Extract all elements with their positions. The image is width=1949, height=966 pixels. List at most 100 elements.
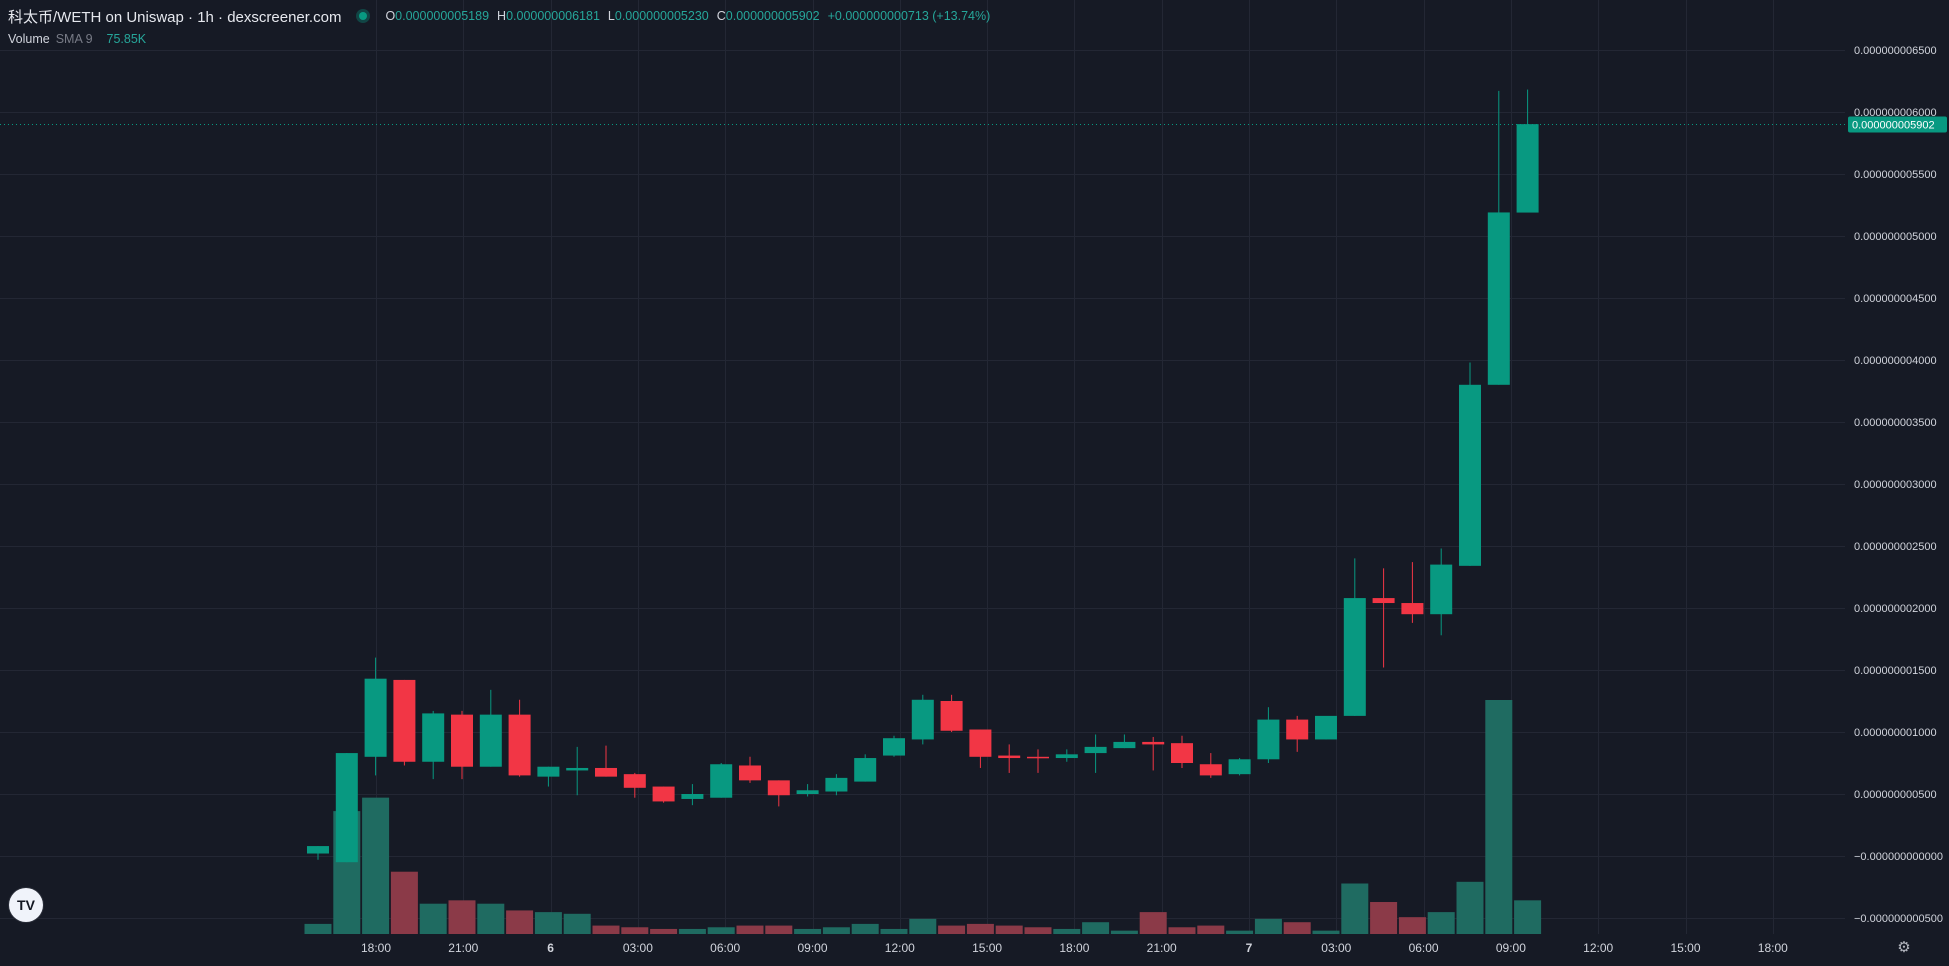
volume-bar [765,925,793,934]
time-tick-label: 7 [1246,941,1253,955]
candle-body [940,701,963,731]
candle-body [364,678,387,757]
volume-bar [1312,930,1340,934]
candle-body [1055,754,1078,759]
candle-body [998,755,1021,759]
candle-body [566,767,589,771]
low-value: 0.000000005230 [614,9,709,23]
time-tick-label: 15:00 [1670,941,1700,955]
volume-bar [966,923,994,934]
volume-bar [1226,930,1254,934]
candle-body [623,774,646,788]
high-value: 0.000000006181 [506,9,600,23]
volume-bar [1254,918,1282,934]
volume-bar [1168,927,1196,934]
candle-body [825,777,848,792]
time-tick-label: 12:00 [1583,941,1613,955]
volume-bars [304,700,1542,934]
volume-label: Volume [8,32,50,46]
time-tick-label: 18:00 [1059,941,1089,955]
time-tick-label: 12:00 [885,941,915,955]
volume-bar [1485,700,1513,934]
volume-bar [1053,928,1081,934]
price-tick-label: 0.000000006500 [1854,45,1937,57]
volume-bar [1514,900,1542,934]
tradingview-logo-icon[interactable]: TV [9,888,43,922]
volume-bar [851,923,879,934]
candle-body [1459,384,1481,566]
volume-bar [650,928,678,934]
candle-body [451,714,473,767]
price-tick-label: 0.000000003500 [1854,417,1937,429]
candle-body [681,794,704,799]
volume-bar [563,913,591,934]
volume-bar [362,797,390,934]
time-tick-label: 06:00 [710,941,740,955]
volume-bar [390,871,418,934]
price-tick-label: 0.000000003000 [1854,479,1937,491]
candle-body [1084,746,1107,754]
candle-body [595,767,617,777]
price-tick-label: 0.000000001500 [1854,665,1937,677]
candle-body [1199,764,1222,776]
volume-bar [448,900,476,934]
pair-title[interactable]: 科太币/WETH on Uniswap · 1h · dexscreener.c… [8,8,342,26]
gear-icon[interactable]: ⚙ [1897,939,1911,956]
candle-body [883,738,905,756]
time-tick-label: 09:00 [797,941,827,955]
volume-bar [506,910,534,934]
time-tick-label: 06:00 [1409,941,1439,955]
candle-body [796,790,819,794]
volume-bar [1139,912,1167,934]
candle-body [335,753,358,863]
volume-bar [794,928,822,934]
candle-body [1430,564,1453,615]
price-tick-label: 0.000000000500 [1854,789,1937,801]
candle-body [1372,598,1395,604]
price-axis[interactable]: 0.000000006500 0.000000006000 0.0000000055… [1854,45,1943,925]
volume-bar [1427,912,1455,934]
time-tick-label: 03:00 [623,941,653,955]
candle-body [1487,212,1510,385]
candle-body [307,846,329,854]
price-tick-label: 0.000000005500 [1854,169,1937,181]
volume-bar [880,928,908,934]
market-status-icon [359,12,368,20]
open-label: O [385,9,396,23]
candle-body [1257,719,1280,760]
candle-body [1228,759,1251,775]
volume-bar [621,927,649,934]
candle-body [1315,715,1337,740]
volume-bar [822,927,850,934]
candle-body [854,758,877,782]
time-tick-label: 21:00 [1147,941,1177,955]
last-price-tag [1848,116,1947,133]
low-label: L [607,9,615,23]
time-tick-label: 18:00 [1758,941,1788,955]
candle-body [393,679,416,762]
price-tick-label: 0.000000002000 [1854,603,1937,615]
candle-body [1113,741,1136,749]
close-label: C [716,9,726,23]
candle-body [1516,124,1539,213]
time-tick-label: 6 [547,941,554,955]
price-tick-label: 0.000000005000 [1854,231,1937,243]
time-axis[interactable]: 18:00 21:00 6 03:00 06:00 09:00 12:00 15:00 18:0… [361,941,1788,955]
volume-legend[interactable]: Volume SMA 9 75.85K [8,30,146,48]
time-tick-label: 09:00 [1496,941,1526,955]
volume-bar [938,925,966,934]
volume-bar [534,912,562,934]
volume-value: 75.85K [106,32,147,46]
last-price-line: 0.000000005902 [0,116,1947,133]
price-tick-label: 0.000000002500 [1854,541,1937,553]
candle-body [652,786,675,802]
candle-body [1142,741,1165,745]
candle-body [911,699,934,740]
volume-bar [419,903,447,934]
volume-bar [1283,922,1311,934]
candle-body [969,729,992,757]
candle-body [508,714,531,776]
volume-bar [1398,917,1426,934]
